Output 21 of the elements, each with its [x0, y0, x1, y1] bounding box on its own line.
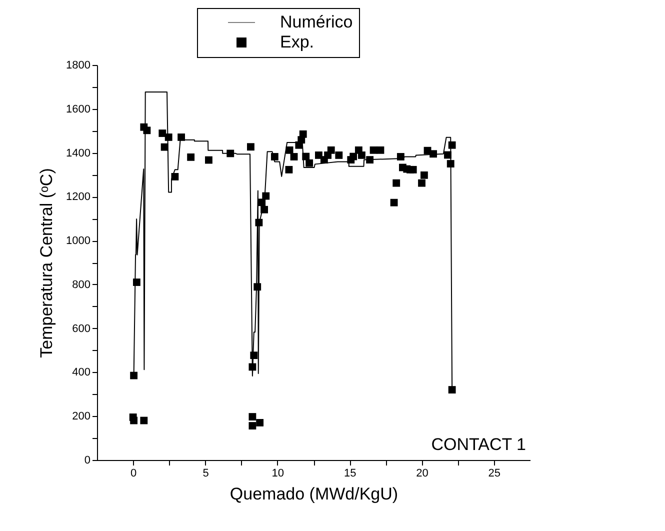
x-tick-label: 25 — [488, 468, 501, 480]
y-tick-label: 400 — [72, 366, 90, 379]
x-tick-label: 15 — [344, 468, 356, 480]
annotation: CONTACT 1 — [431, 435, 526, 454]
x-tick-label: 0 — [130, 468, 137, 480]
legend-label: Numérico — [280, 12, 353, 32]
y-tick-label: 1800 — [66, 60, 90, 72]
x-tick-label: 10 — [272, 468, 284, 480]
x-tick-label: 5 — [202, 468, 209, 480]
y-tick-label: 800 — [72, 278, 90, 291]
y-tick-label: 1400 — [66, 147, 90, 160]
x-axis-title: Quemado (MWd/KgU) — [230, 484, 398, 504]
y-axis-title: Temperatura Central (ᵒC) — [37, 168, 56, 358]
legend-label: Exp. — [280, 32, 314, 52]
x-tick-label: 20 — [416, 468, 428, 480]
y-tick-label: 1200 — [66, 191, 90, 204]
y-tick-label: 1000 — [66, 235, 90, 248]
y-tick-label: 600 — [72, 322, 90, 335]
y-tick-label: 0 — [84, 454, 90, 466]
y-tick-label: 200 — [72, 410, 90, 423]
y-tick-label: 1600 — [66, 103, 90, 116]
